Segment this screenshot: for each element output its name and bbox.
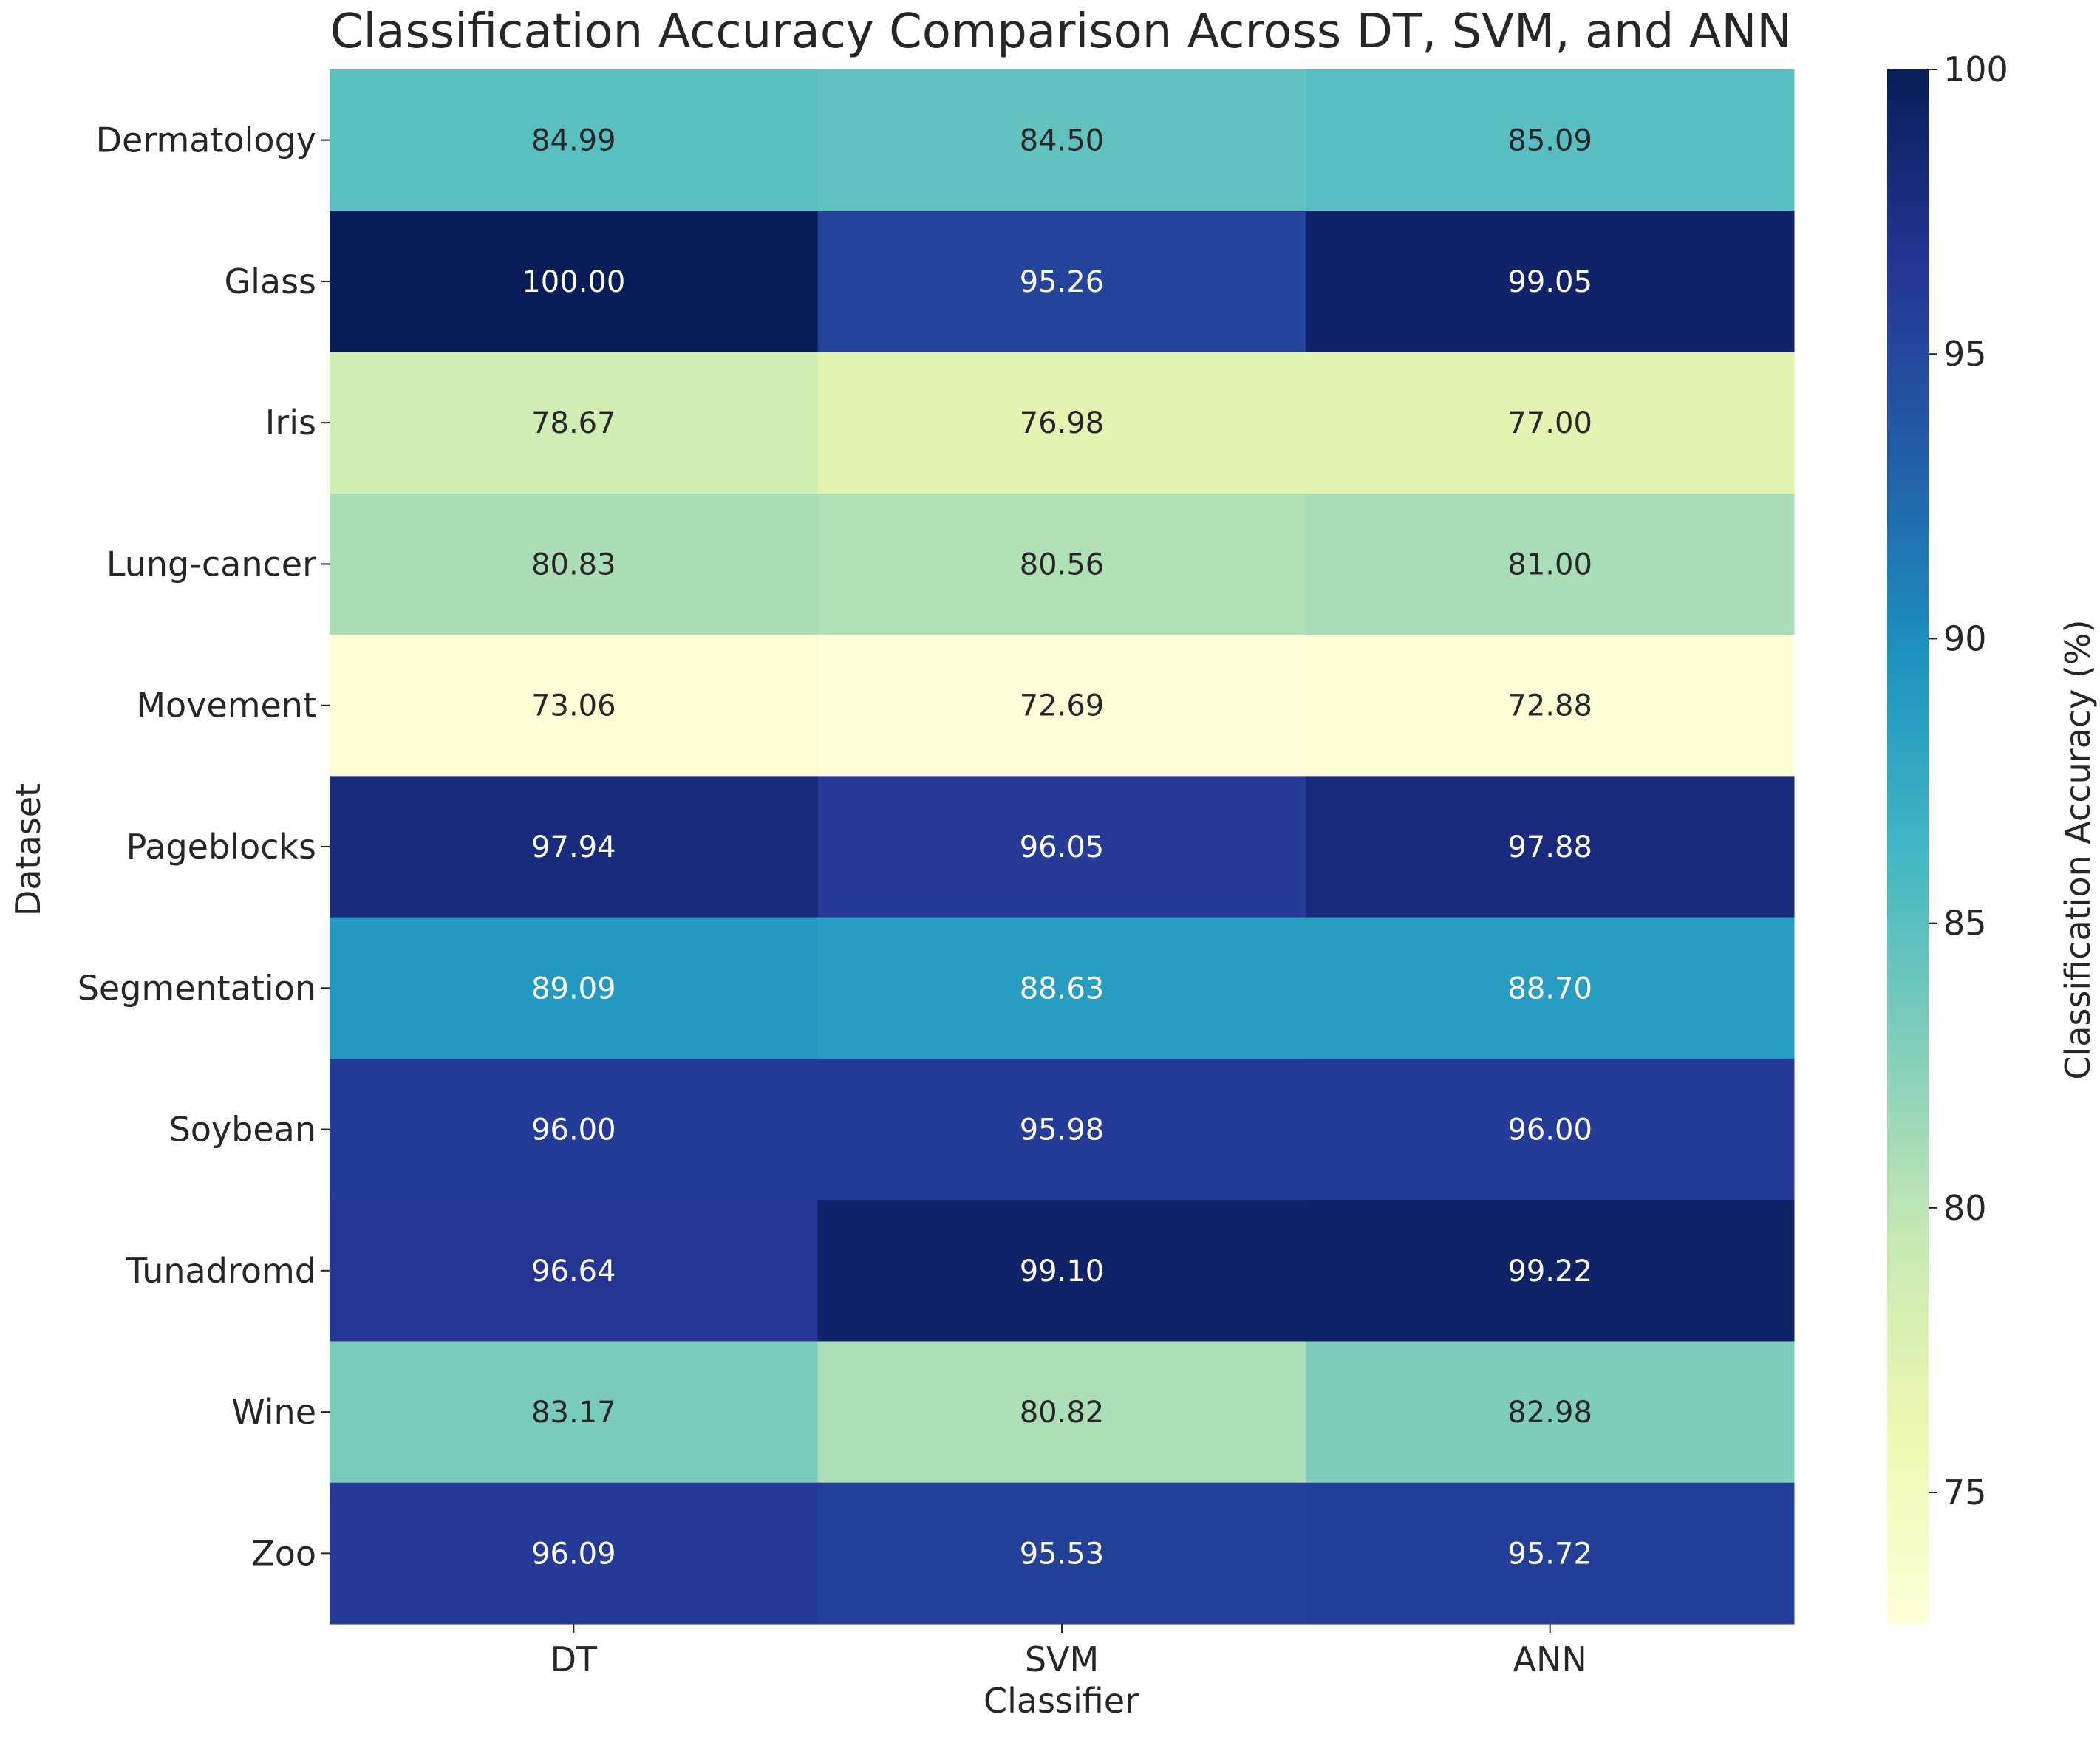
colorbar-gradient xyxy=(1887,69,1929,1624)
cell-value-label: 99.22 xyxy=(1507,1255,1592,1289)
cell-value-label: 97.94 xyxy=(531,830,616,864)
cell-value-label: 95.72 xyxy=(1507,1537,1592,1571)
heatmap-cell xyxy=(330,493,819,635)
heatmap-cell xyxy=(330,635,819,777)
heatmap-cell xyxy=(1306,493,1795,635)
cell-value-label: 72.69 xyxy=(1020,689,1105,723)
cell-value-label: 99.10 xyxy=(1020,1255,1105,1289)
cell-value-label: 95.98 xyxy=(1020,1113,1105,1147)
cell-value-label: 84.50 xyxy=(1020,124,1105,158)
cell-value-label: 97.88 xyxy=(1507,830,1592,864)
heatmap-cell xyxy=(1306,352,1795,494)
cell-value-label: 83.17 xyxy=(531,1396,616,1430)
heatmap-cell xyxy=(330,917,819,1059)
heatmap-cell xyxy=(817,1341,1306,1484)
cell-value-label: 82.98 xyxy=(1507,1396,1592,1430)
heatmap-cell xyxy=(330,1200,819,1342)
y-tick-label: Wine xyxy=(231,1392,316,1432)
x-axis-label: Classifier xyxy=(983,1681,1139,1721)
x-axis: DT SVM ANN xyxy=(550,1624,1587,1679)
cell-value-label: 96.00 xyxy=(1507,1113,1592,1147)
heatmap-cell xyxy=(330,1058,819,1201)
cell-value-label: 95.26 xyxy=(1020,265,1105,299)
cell-value-label: 99.05 xyxy=(1507,265,1592,299)
cell-value-label: 96.05 xyxy=(1020,830,1105,864)
x-tick-label: ANN xyxy=(1513,1639,1587,1679)
heatmap-cell xyxy=(330,69,819,211)
cell-value-label: 80.82 xyxy=(1020,1396,1105,1430)
heatmap-cell xyxy=(330,352,819,494)
cell-value-labels: 84.99 84.50 85.09 100.00 95.26 99.05 78.67 76.9… xyxy=(522,124,1592,1572)
heatmap-cell xyxy=(330,1482,819,1625)
heatmap-cell xyxy=(1306,1200,1795,1342)
colorbar-tick-label: 90 xyxy=(1943,618,1987,658)
heatmap-cell xyxy=(817,776,1306,918)
colorbar-tick-label: 85 xyxy=(1943,904,1987,943)
heatmap-cell xyxy=(1306,635,1795,777)
heatmap-cell xyxy=(817,1482,1306,1625)
cell-value-label: 84.99 xyxy=(531,124,616,158)
cell-value-label: 96.64 xyxy=(531,1255,616,1289)
heatmap-cell xyxy=(1306,917,1795,1059)
x-tick-label: SVM xyxy=(1025,1639,1099,1679)
y-tick-label: Pageblocks xyxy=(126,827,316,867)
cell-value-label: 88.63 xyxy=(1020,972,1105,1006)
cell-value-label: 72.88 xyxy=(1507,689,1592,723)
heatmap-cell xyxy=(1306,1482,1795,1625)
heatmap-cell xyxy=(817,69,1306,211)
heatmap-cell xyxy=(330,211,819,353)
heatmap-cells xyxy=(330,69,1795,1625)
y-tick-label: Dermatology xyxy=(96,120,316,160)
cell-value-label: 80.83 xyxy=(531,547,616,581)
chart-title: Classification Accuracy Comparison Acros… xyxy=(330,4,1792,59)
y-axis-label: Dataset xyxy=(8,783,48,916)
x-tick-label: DT xyxy=(550,1639,598,1679)
colorbar-label: Classification Accuracy (%) xyxy=(2058,619,2098,1079)
y-tick-label: Zoo xyxy=(251,1533,316,1573)
heatmap-cell xyxy=(817,211,1306,353)
heatmap-cell xyxy=(817,1200,1306,1342)
colorbar-tick-label: 75 xyxy=(1943,1472,1987,1512)
y-tick-label: Lung-cancer xyxy=(106,544,316,584)
heatmap-cell xyxy=(1306,69,1795,211)
heatmap-cell xyxy=(1306,1341,1795,1484)
heatmap-cell xyxy=(817,352,1306,494)
y-tick-label: Iris xyxy=(265,403,316,443)
cell-value-label: 80.56 xyxy=(1020,547,1105,581)
y-tick-label: Tunadromd xyxy=(126,1251,316,1291)
cell-value-label: 81.00 xyxy=(1507,547,1592,581)
cell-value-label: 77.00 xyxy=(1507,406,1592,440)
cell-value-label: 89.09 xyxy=(531,972,616,1006)
cell-value-label: 95.53 xyxy=(1020,1537,1105,1571)
heatmap-cell xyxy=(817,917,1306,1059)
colorbar-tick-label: 80 xyxy=(1943,1188,1987,1228)
y-tick-label: Glass xyxy=(224,262,316,301)
colorbar: 75 80 85 90 95 100 xyxy=(1887,50,2008,1624)
heatmap-cell xyxy=(817,635,1306,777)
heatmap-cell xyxy=(1306,776,1795,918)
y-tick-label: Segmentation xyxy=(78,968,316,1008)
heatmap-cell xyxy=(817,493,1306,635)
colorbar-tick-label: 95 xyxy=(1943,334,1987,374)
cell-value-label: 85.09 xyxy=(1507,124,1592,158)
cell-value-label: 96.00 xyxy=(531,1113,616,1147)
y-tick-label: Soybean xyxy=(169,1110,316,1150)
heatmap-cell xyxy=(330,1341,819,1484)
cell-value-label: 76.98 xyxy=(1020,406,1105,440)
y-tick-label: Movement xyxy=(136,686,316,726)
heatmap-cell xyxy=(817,1058,1306,1201)
cell-value-label: 73.06 xyxy=(531,689,616,723)
heatmap-cell xyxy=(1306,1058,1795,1201)
y-axis: Dermatology Glass Iris Lung-cancer Movement P… xyxy=(78,120,330,1573)
cell-value-label: 88.70 xyxy=(1507,972,1592,1006)
cell-value-label: 78.67 xyxy=(531,406,616,440)
heatmap-cell xyxy=(1306,211,1795,353)
colorbar-tick-label: 100 xyxy=(1943,50,2008,89)
cell-value-label: 100.00 xyxy=(522,265,625,299)
heatmap-cell xyxy=(330,776,819,918)
cell-value-label: 96.09 xyxy=(531,1537,616,1571)
